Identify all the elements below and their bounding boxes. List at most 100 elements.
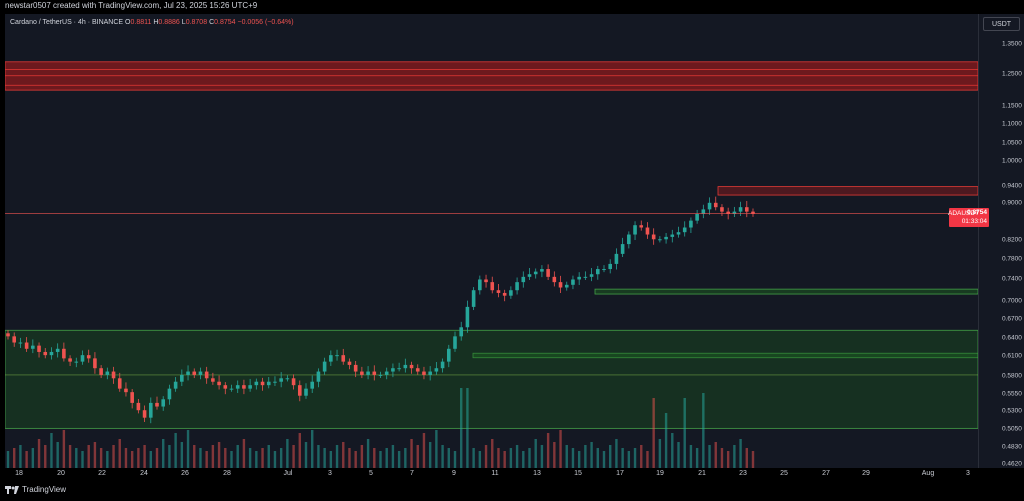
candle-body (614, 253, 619, 264)
time-tick-label: 5 (369, 470, 373, 477)
candle-body (403, 364, 408, 369)
candle-body (372, 371, 377, 375)
footer-brand[interactable]: TradingView (5, 485, 66, 494)
low-value: 0.8708 (185, 19, 208, 26)
candle-body (18, 342, 23, 344)
candle-body (465, 306, 470, 328)
candle-body (577, 276, 581, 280)
time-tick-label: 19 (656, 470, 664, 477)
candle-body (117, 378, 122, 389)
candle-body (155, 402, 159, 407)
candle-body (459, 327, 464, 337)
price-tick-label: 0.9000 (1002, 199, 1022, 207)
price-axis[interactable] (978, 14, 1024, 468)
candle-body (589, 274, 594, 277)
candle-body (204, 371, 209, 379)
volume-bar (143, 445, 146, 468)
bar-countdown: 01:33:04 (961, 218, 987, 225)
candle-body (384, 371, 389, 375)
candle-body (111, 371, 116, 379)
volume-bar (435, 430, 438, 468)
candle-body (304, 388, 308, 396)
currency-badge[interactable]: USDT (983, 17, 1020, 31)
candlestick-chart[interactable] (4, 14, 979, 468)
volume-bar (112, 445, 115, 468)
volume-bar (385, 448, 388, 468)
volume-bar (180, 442, 184, 468)
volume-bar (484, 445, 488, 468)
candle-body (744, 207, 749, 212)
volume-bar (540, 445, 544, 468)
volume-bar (671, 433, 674, 468)
volume-bar (689, 445, 693, 468)
candle-body (639, 225, 644, 228)
resistance-zone (717, 186, 979, 196)
volume-bar (391, 445, 395, 468)
candle-body (80, 355, 85, 362)
volume-bar (491, 439, 494, 468)
candle-body (142, 410, 147, 418)
volume-bar (627, 451, 631, 468)
volume-bar (137, 448, 140, 468)
price-tick-label: 0.6700 (1002, 315, 1022, 323)
volume-bar (373, 448, 376, 468)
volume-bar (534, 439, 537, 468)
volume-bar (571, 448, 575, 468)
candle-body (242, 385, 246, 389)
volume-bar (354, 451, 357, 468)
close-value: 0.8754 (214, 19, 236, 26)
support-zone (4, 329, 979, 429)
candle-body (738, 207, 743, 212)
time-tick-label: 27 (822, 470, 830, 477)
volume-bar (87, 445, 90, 468)
last-price-ticker: ADAUSDT (948, 210, 980, 217)
volume-bar (317, 445, 320, 468)
price-tick-label: 0.5800 (1002, 372, 1022, 380)
time-tick-label: 3 (328, 470, 332, 477)
volume-bar (702, 393, 705, 468)
volume-bar (93, 442, 97, 468)
volume-bar (428, 442, 432, 468)
chart-pane[interactable] (4, 14, 979, 468)
candle-body (248, 385, 252, 389)
volume-bar (683, 398, 686, 468)
volume-bar (397, 451, 401, 468)
candle-body (229, 388, 234, 390)
candle-body (217, 381, 221, 386)
candle-body (496, 290, 501, 293)
time-tick-label: 22 (98, 470, 106, 477)
price-tick-label: 1.1500 (1002, 102, 1022, 110)
time-tick-label: 24 (140, 470, 148, 477)
volume-bar (130, 451, 134, 468)
volume-bar (677, 442, 680, 468)
volume-bar (503, 451, 506, 468)
volume-bar (646, 451, 649, 468)
volume-bar (211, 445, 215, 468)
candle-body (378, 374, 383, 376)
volume-bar (410, 439, 413, 468)
candle-body (124, 388, 128, 393)
price-tick-label: 0.4830 (1002, 443, 1022, 451)
volume-bar (460, 388, 463, 468)
volume-bar (577, 451, 581, 468)
volume-bar (267, 445, 270, 468)
candle-body (670, 234, 675, 237)
volume-bar (590, 442, 593, 468)
volume-bar (242, 439, 246, 468)
candle-body (664, 236, 668, 240)
price-tick-label: 0.7800 (1002, 255, 1022, 263)
price-tick-label: 0.5050 (1002, 425, 1022, 433)
time-tick-label: 20 (57, 470, 65, 477)
volume-bar (162, 439, 165, 468)
volume-bar (248, 448, 252, 468)
candle-body (99, 368, 103, 375)
volume-bar (155, 448, 159, 468)
volume-bar (68, 445, 72, 468)
volume-bar (99, 448, 103, 468)
candle-body (136, 402, 141, 411)
candle-body (422, 371, 426, 375)
time-tick-label: 23 (739, 470, 747, 477)
last-price-label: ADAUSDT 0.8754 01:33:04 (948, 208, 989, 227)
volume-bar (174, 433, 177, 468)
